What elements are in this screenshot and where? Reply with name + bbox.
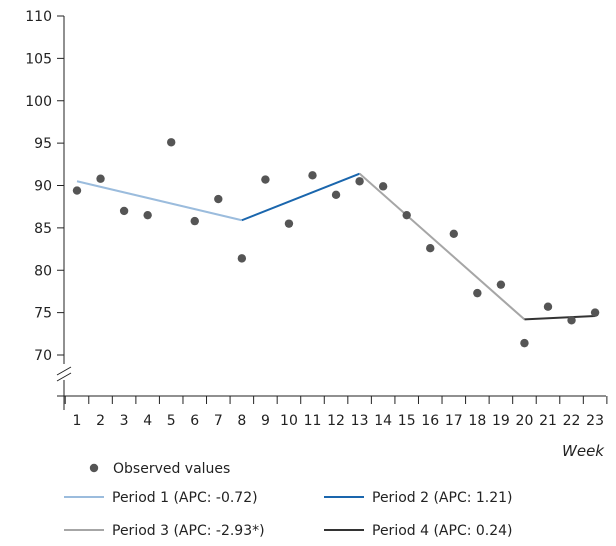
observed-point — [308, 171, 317, 180]
legend-item-period-1: Period 1 (APC: -0.72) — [64, 490, 258, 506]
observed-points — [72, 138, 600, 348]
legend-label: Period 2 (APC: 1.21) — [372, 490, 513, 506]
x-tick-label: 8 — [237, 413, 246, 429]
x-axis: 1 2 3 4 5 6 7 8 9 10 11 12 13 14 15 16 17 18 19 20 21 22 23 — [57, 395, 608, 429]
x-tick-label: 2 — [96, 413, 105, 429]
x-tick-label: 18 — [468, 413, 486, 429]
y-tick-label: 75 — [34, 306, 52, 322]
x-tick-label: 20 — [516, 413, 534, 429]
legend-label: Period 3 (APC: -2.93*) — [112, 523, 265, 539]
trend-line-period-1 — [76, 180, 243, 222]
observed-point — [331, 190, 341, 200]
x-tick-label: 13 — [351, 413, 369, 429]
observed-point — [426, 244, 435, 253]
x-tick-label: 14 — [374, 413, 392, 429]
y-tick-label: 105 — [25, 51, 52, 67]
x-tick-label: 10 — [280, 413, 298, 429]
observed-point — [284, 219, 294, 228]
observed-point — [355, 177, 364, 186]
legend-item-period-3: Period 3 (APC: -2.93*) — [64, 523, 265, 539]
trend-line-period-2 — [241, 172, 360, 222]
x-tick-label: 7 — [214, 413, 223, 429]
legend-marker — [89, 463, 99, 473]
x-tick-label: 5 — [167, 413, 176, 429]
observed-point — [190, 216, 199, 226]
y-tick-label: 100 — [25, 94, 52, 110]
legend-label: Observed values — [113, 461, 230, 477]
axis-break-mark — [56, 366, 72, 376]
y-tick-label: 90 — [34, 179, 52, 195]
observed-point — [237, 254, 247, 263]
legend-item-observed: Observed values — [89, 461, 230, 477]
y-tick-label: 95 — [34, 136, 52, 152]
observed-point — [261, 175, 270, 184]
trend-line-period-4 — [524, 315, 596, 321]
y-tick-label: 70 — [34, 348, 52, 364]
x-tick-label: 19 — [492, 413, 510, 429]
observed-point — [119, 206, 129, 216]
x-tick-label: 22 — [563, 413, 581, 429]
x-tick-label: 16 — [421, 413, 439, 429]
legend-item-period-4: Period 4 (APC: 0.24) — [324, 523, 513, 539]
legend-label: Period 4 (APC: 0.24) — [372, 523, 513, 539]
trend-line-period-3 — [358, 172, 526, 321]
x-tick-label: 23 — [586, 413, 604, 429]
y-axis: 70 75 80 85 90 95 100 105 110 — [25, 9, 72, 410]
observed-point — [590, 308, 600, 317]
y-tick-label: 85 — [34, 221, 52, 237]
observed-point — [167, 138, 176, 147]
legend-label: Period 1 (APC: -0.72) — [112, 490, 258, 506]
x-tick-label: 15 — [398, 413, 416, 429]
observed-point — [72, 186, 82, 195]
x-tick-label: 12 — [327, 413, 345, 429]
x-tick-label: 9 — [261, 413, 270, 429]
legend: Observed values Period 1 (APC: -0.72) Peri… — [64, 461, 513, 539]
observed-point — [214, 194, 223, 204]
observed-point — [543, 302, 553, 311]
x-tick-label: 3 — [120, 413, 129, 429]
y-tick-label: 80 — [34, 263, 52, 279]
observed-point — [473, 288, 482, 298]
x-axis-label: Week — [562, 442, 605, 460]
observed-point — [378, 182, 388, 191]
observed-point — [496, 280, 506, 289]
x-tick-label: 21 — [539, 413, 557, 429]
axis-break-mark — [56, 372, 72, 382]
x-tick-label: 4 — [143, 413, 152, 429]
observed-point — [143, 210, 152, 220]
observed-point — [402, 210, 411, 220]
x-tick-label: 6 — [190, 413, 199, 429]
observed-point — [449, 229, 458, 239]
x-tick-label: 11 — [304, 413, 322, 429]
x-tick-label: 17 — [445, 413, 463, 429]
observed-point — [567, 316, 576, 325]
x-tick-label: 1 — [73, 413, 82, 429]
legend-item-period-2: Period 2 (APC: 1.21) — [324, 490, 513, 506]
observed-point — [520, 338, 529, 348]
y-tick-label: 110 — [25, 9, 52, 25]
observed-point — [96, 174, 105, 183]
trend-lines — [76, 172, 596, 321]
